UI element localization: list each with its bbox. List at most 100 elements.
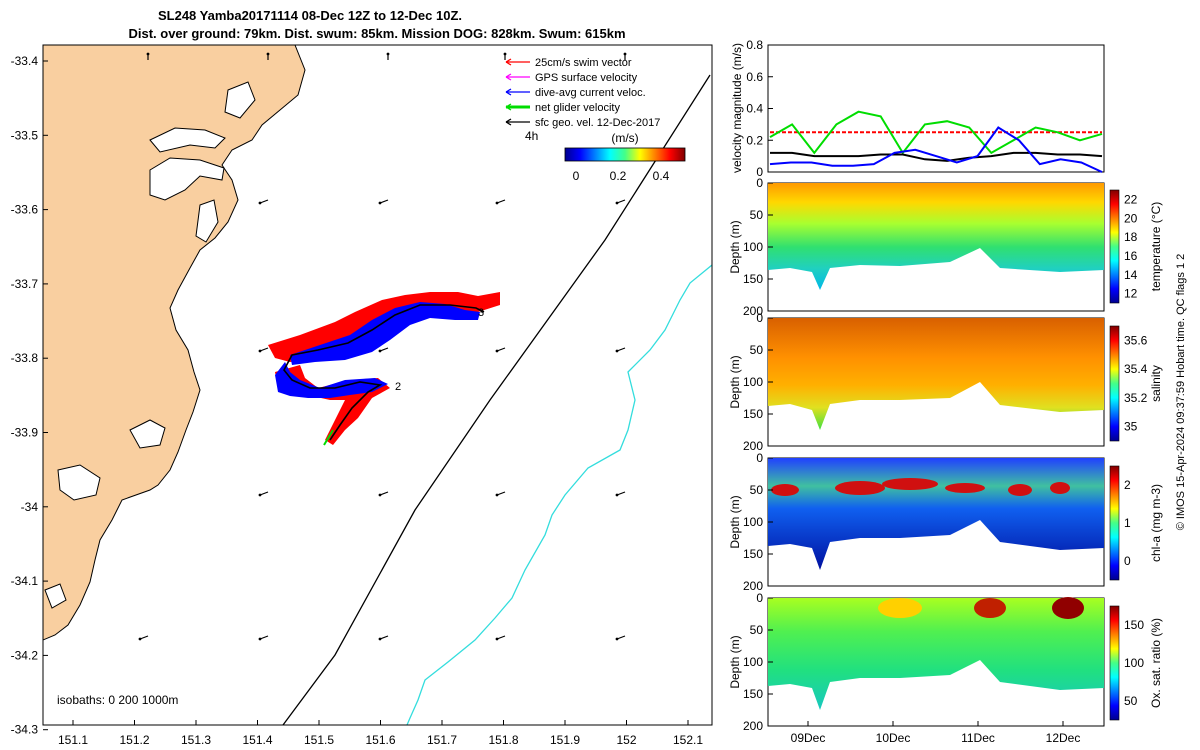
legend-label: GPS surface velocity: [535, 72, 638, 84]
depth-tick-label: 150: [743, 407, 763, 421]
salinity-colorbar: [1109, 325, 1120, 442]
velocity-y-axis: 0 0.2 0.4 0.6 0.8: [746, 38, 773, 179]
oxygen-high-patches: [878, 597, 1084, 619]
section-ylabel: Depth (m): [728, 495, 742, 548]
track-label-3: 3: [478, 307, 484, 319]
map-y-tick-label: -33.8: [11, 351, 39, 365]
label-4h: 4h: [525, 129, 538, 143]
legend-label: sfc geo. vel. 12-Dec-2017: [535, 117, 660, 129]
map-x-tick-label: 151.9: [550, 733, 580, 747]
map-y-tick-label: -33.7: [11, 277, 39, 291]
colorbar-tick-label: 35.4: [1124, 362, 1148, 376]
cbar-tick-0: 0: [573, 169, 580, 183]
geo-velocity-arrow: [258, 199, 269, 205]
oxygen-data: [768, 598, 1104, 710]
colorbar-label: Ox. sat. ratio (%): [1149, 618, 1163, 708]
cbar-tick-2: 0.4: [653, 169, 670, 183]
current-cloud-south: [275, 362, 388, 398]
velocity-series-line: [769, 110, 1103, 155]
map-x-tick-label: 151.8: [488, 733, 518, 747]
geo-velocity-arrow: [386, 52, 390, 60]
legend-arrowhead: [505, 118, 512, 126]
depth-tick-label: 50: [750, 483, 764, 497]
map-x-axis: 151.1 151.2 151.3 151.4 151.5 151.6 151.7 151.8…: [58, 720, 703, 747]
map-y-axis: -33.4 -33.5 -33.6 -33.7 -33.8 -33.9 -34 -34.1 -3…: [11, 54, 48, 737]
map-x-tick-label: 151.7: [427, 733, 457, 747]
colorbar-tick-label: 0: [1124, 554, 1131, 568]
legend-label: net glider velocity: [535, 102, 620, 114]
map-x-tick-label: 152.1: [673, 733, 703, 747]
title-line1: SL248 Yamba20171114 08-Dec 12Z to 12-Dec…: [158, 8, 462, 23]
depth-tick-label: 200: [743, 304, 763, 318]
colorbar-tick-label: 35.6: [1124, 333, 1148, 347]
map-x-tick-label: 151.1: [58, 733, 88, 747]
isobath-1000m: [406, 264, 712, 725]
velocity-series-line: [770, 151, 1103, 162]
map-x-tick-label: 151.6: [365, 733, 395, 747]
isobaths-label: isobaths: 0 200 1000m: [57, 693, 178, 707]
depth-tick-label: 150: [743, 547, 763, 561]
estuary-1: [224, 81, 256, 119]
map-x-tick-label: 151.4: [242, 733, 272, 747]
depth-tick-label: 0: [756, 311, 763, 325]
velocity-y-tick-label: 0.8: [746, 38, 763, 52]
estuary-3: [149, 127, 226, 153]
legend-label: dive-avg current veloc.: [535, 87, 646, 99]
depth-tick-label: 100: [743, 655, 763, 669]
colorbar-tick-label: 22: [1124, 192, 1138, 206]
velocity-y-tick-label: 0.2: [746, 133, 763, 147]
section-ylabel: Depth (m): [728, 355, 742, 408]
colorbar-tick-label: 16: [1124, 249, 1138, 263]
depth-tick-label: 50: [750, 343, 764, 357]
depth-tick-label: 0: [756, 451, 763, 465]
colorbar-tick-label: 18: [1124, 230, 1138, 244]
oxygen-colorbar: [1109, 605, 1120, 721]
geo-velocity-arrow: [503, 52, 507, 60]
depth-tick-label: 200: [743, 579, 763, 593]
colorbar-label: salinity: [1149, 365, 1163, 402]
map-x-tick-label: 151.2: [119, 733, 149, 747]
glider-track: [283, 304, 485, 441]
velocity-lines: [769, 110, 1103, 173]
legend-label: 25cm/s swim vector: [535, 57, 632, 69]
net-glider-velocity: [323, 429, 334, 446]
geo-velocity-arrow: [615, 347, 626, 353]
geo-velocity-arrow: [495, 199, 506, 205]
map-y-tick-label: -34.2: [11, 648, 39, 662]
colorbar-tick-label: 1: [1124, 516, 1131, 530]
geo-velocity-arrow: [615, 491, 626, 497]
track-label-2: 2: [395, 381, 401, 393]
velocity-panel: 0 0.2 0.4 0.6 0.8 velocity magnitude (m/s): [730, 38, 1105, 179]
map-y-tick-label: -34: [21, 500, 39, 514]
depth-tick-label: 150: [743, 272, 763, 286]
temperature-data: [768, 183, 1104, 290]
depth-tick-label: 0: [756, 176, 763, 190]
date-tick-label: 09Dec: [791, 731, 826, 745]
geo-velocity-arrow: [258, 347, 269, 353]
colorbar-label: chl-a (mg m-3): [1149, 484, 1163, 562]
colorbar-tick-label: 150: [1124, 618, 1144, 632]
colorbar-tick-label: 35: [1124, 420, 1138, 434]
colorbar-tick-label: 20: [1124, 211, 1138, 225]
colorbar-tick-label: 35.2: [1124, 391, 1148, 405]
legend-arrowhead: [505, 88, 512, 96]
land-mass: [43, 45, 306, 641]
velocity-series-line: [769, 126, 1103, 173]
geo-velocity-arrow: [378, 199, 389, 205]
title-line2: Dist. over ground: 79km. Dist. swum: 85k…: [128, 26, 625, 41]
geo-velocity-arrow: [378, 491, 389, 497]
oxygen-section: [767, 597, 1120, 727]
speed-colorbar: [564, 147, 686, 162]
map-y-tick-label: -34.1: [11, 574, 39, 588]
date-tick-label: 10Dec: [876, 731, 911, 745]
section-ylabel: Depth (m): [728, 220, 742, 273]
depth-tick-label: 150: [743, 687, 763, 701]
colorbar-tick-label: 14: [1124, 268, 1138, 282]
depth-tick-label: 50: [750, 623, 764, 637]
geo-velocity-arrow: [258, 491, 269, 497]
geo-velocity-arrow: [266, 52, 270, 60]
surface-geostrophic-arrows: [138, 52, 627, 641]
geo-velocity-arrow: [615, 635, 626, 641]
